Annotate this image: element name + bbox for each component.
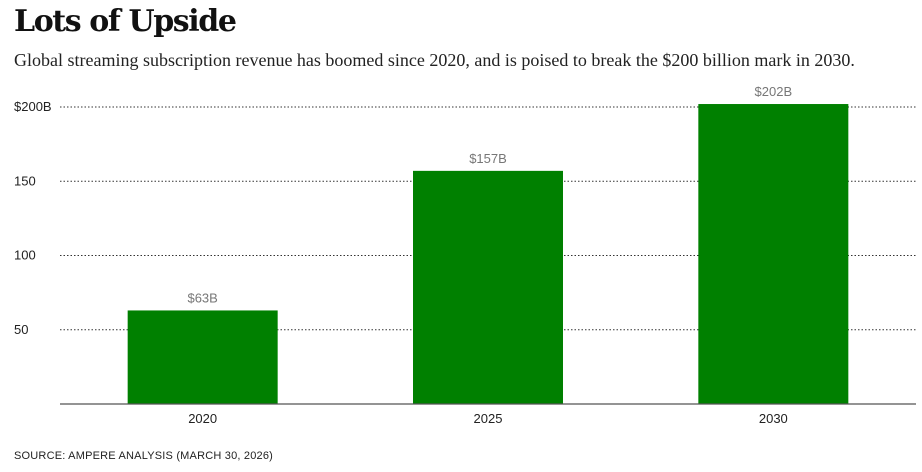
chart-title: Lots of Upside xyxy=(14,4,237,39)
data-label: $202B xyxy=(755,84,793,99)
data-label: $63B xyxy=(187,290,217,305)
source-note: SOURCE: AMPERE ANALYSIS (MARCH 30, 2026) xyxy=(14,450,274,462)
y-tick-label: 100 xyxy=(14,248,36,263)
bar xyxy=(127,310,278,404)
y-tick-label: $200B xyxy=(14,99,52,114)
bar xyxy=(413,170,563,404)
chart-subtitle: Global streaming subscription revenue ha… xyxy=(14,50,855,70)
y-tick-label: 150 xyxy=(14,173,36,188)
bar xyxy=(698,104,849,404)
x-tick-label: 2020 xyxy=(188,411,217,426)
data-label: $157B xyxy=(469,151,507,166)
x-tick-label: 2025 xyxy=(474,411,503,426)
y-tick-label: 50 xyxy=(14,322,28,337)
bar-chart: 50 100 150 $200B $63B 2020 $157B 2025 $202B 2030 xyxy=(14,84,916,426)
x-tick-label: 2030 xyxy=(759,411,788,426)
